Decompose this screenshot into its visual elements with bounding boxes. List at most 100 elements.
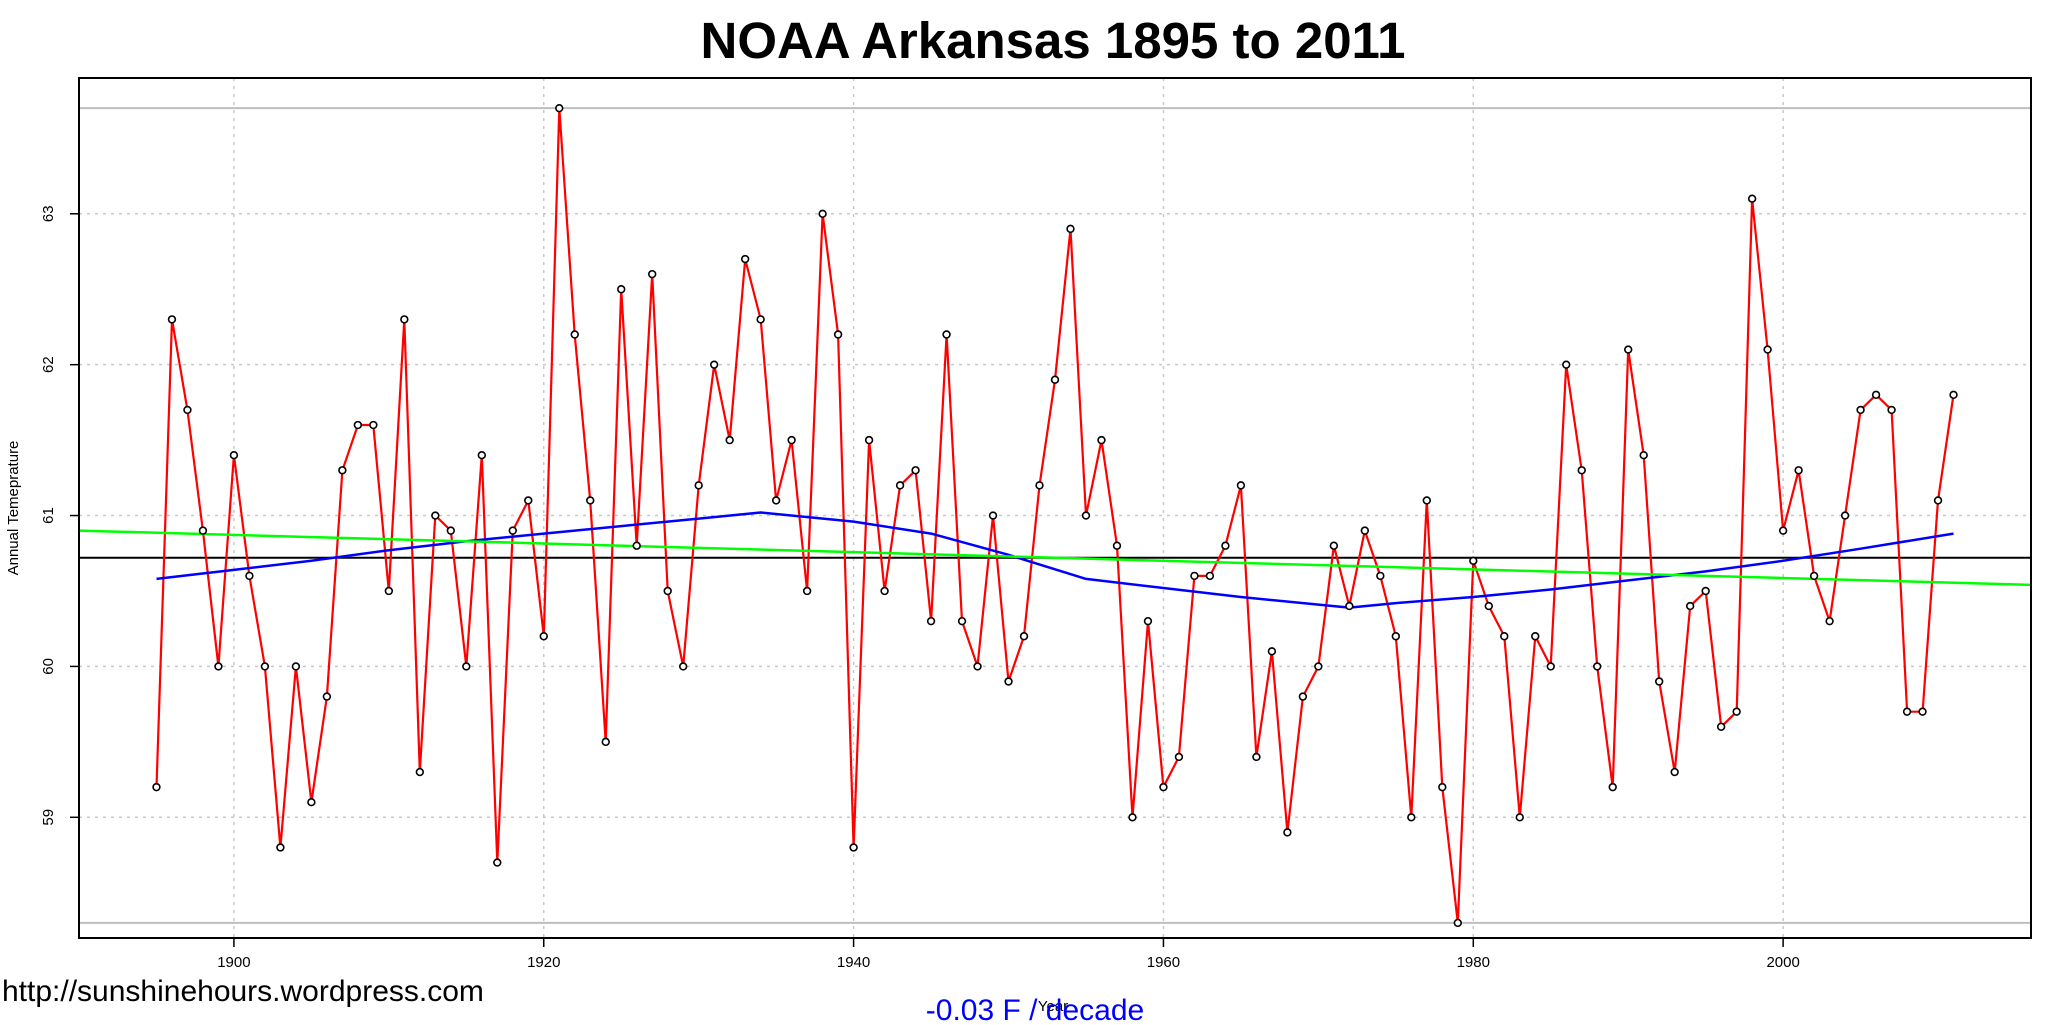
x-tick-label: 1940 <box>837 954 870 971</box>
data-point <box>493 858 502 867</box>
data-points <box>152 103 1958 928</box>
data-point <box>260 662 270 671</box>
data-point <box>1236 481 1246 490</box>
data-point <box>586 496 595 505</box>
data-point <box>1174 752 1184 762</box>
data-point <box>431 511 440 520</box>
data-point <box>740 254 750 264</box>
data-point <box>1283 828 1292 837</box>
data-point <box>1949 390 1958 400</box>
data-point <box>632 541 641 550</box>
chart-title: NOAA Arkansas 1895 to 2011 <box>701 12 1406 69</box>
data-point <box>369 420 378 430</box>
data-point <box>1562 360 1571 369</box>
data-point <box>245 571 254 581</box>
data-point <box>1639 450 1648 460</box>
y-tick-label: 60 <box>40 658 57 675</box>
data-point <box>1035 481 1044 490</box>
data-point <box>802 586 812 596</box>
data-point <box>725 435 734 445</box>
x-tick-label: 1900 <box>217 954 250 971</box>
data-point <box>1221 541 1230 550</box>
linear-trend-line <box>78 529 2032 587</box>
data-point <box>849 843 858 852</box>
data-point <box>446 526 456 535</box>
data-point <box>539 632 548 641</box>
data-point <box>1608 782 1617 792</box>
y-tick-label: 59 <box>40 809 57 826</box>
data-point <box>322 692 332 701</box>
data-point <box>1856 405 1865 415</box>
data-point <box>1050 375 1060 384</box>
data-point <box>864 435 874 445</box>
data-point <box>756 315 765 324</box>
data-point <box>229 450 239 460</box>
data-point <box>1500 632 1509 641</box>
y-axis: 59 60 61 62 63 <box>40 205 79 826</box>
data-point <box>787 435 796 445</box>
data-point <box>694 481 703 490</box>
data-point <box>1314 662 1323 671</box>
data-point <box>1871 390 1881 400</box>
data-point <box>942 330 951 339</box>
data-point <box>1515 813 1524 822</box>
data-point <box>911 466 920 475</box>
y-axis-label: Annual Temeprature <box>5 441 22 576</box>
data-point <box>1298 692 1308 701</box>
data-point <box>1128 813 1137 822</box>
data-point <box>415 767 425 777</box>
data-point <box>1360 526 1370 535</box>
data-point <box>1716 722 1726 731</box>
data-point <box>895 481 905 490</box>
data-point <box>1422 496 1432 505</box>
data-point <box>1004 677 1013 686</box>
x-tick-label: 1960 <box>1147 954 1180 971</box>
data-point <box>198 526 208 535</box>
y-tick-label: 62 <box>40 356 57 373</box>
data-point <box>663 586 672 596</box>
data-point <box>1469 556 1478 566</box>
data-point <box>1624 345 1633 354</box>
data-point <box>1654 677 1664 686</box>
data-point <box>307 798 316 807</box>
data-point <box>1190 571 1199 581</box>
data-point <box>1205 571 1215 581</box>
data-point <box>1407 813 1416 822</box>
x-tick-label: 2000 <box>1766 954 1799 971</box>
data-point <box>617 285 626 294</box>
data-point <box>570 330 579 339</box>
data-point <box>400 315 409 324</box>
data-point <box>183 405 192 415</box>
data-point <box>477 450 486 460</box>
data-point <box>462 662 471 671</box>
data-point <box>1159 782 1168 792</box>
data-point <box>1267 647 1277 656</box>
data-point <box>771 496 781 505</box>
data-point <box>1887 405 1896 415</box>
data-point <box>1794 466 1803 475</box>
data-point <box>1593 662 1602 671</box>
data-point <box>1809 571 1819 581</box>
data-point <box>276 843 285 852</box>
data-point <box>1329 541 1339 550</box>
data-point <box>1453 918 1462 928</box>
y-tick-label: 61 <box>40 507 57 524</box>
data-point <box>988 511 998 520</box>
data-point <box>1747 194 1757 203</box>
data-point <box>1840 511 1850 520</box>
data-point <box>1097 435 1106 445</box>
data-point <box>1081 511 1091 520</box>
data-point <box>1252 752 1261 762</box>
data-point <box>709 360 719 369</box>
data-point <box>601 737 610 747</box>
smoothed-trend-line <box>156 511 1954 609</box>
data-point <box>1391 632 1401 641</box>
data-point <box>1902 707 1912 716</box>
data-point <box>1112 541 1122 550</box>
data-point <box>973 662 982 671</box>
data-point <box>524 496 533 505</box>
data-point <box>1685 601 1695 611</box>
data-point <box>384 586 394 596</box>
data-point <box>338 466 347 475</box>
data-point <box>1577 466 1586 475</box>
